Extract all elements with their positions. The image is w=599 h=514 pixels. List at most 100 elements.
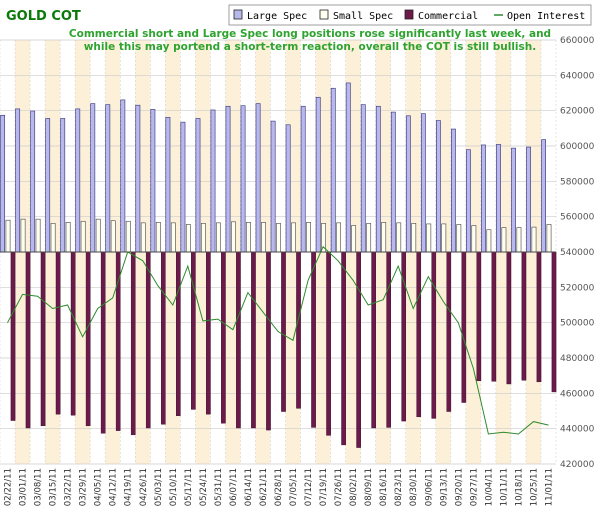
small-spec-bar [20, 218, 26, 253]
x-tick-label: 07/26/11 [334, 468, 344, 506]
x-tick-label: 08/30/11 [409, 468, 419, 506]
commercial-bar [506, 251, 512, 385]
large-spec-bar [315, 96, 321, 253]
small-spec-bar [336, 222, 342, 253]
large-spec-bar [390, 111, 396, 253]
right-axis-ticks: 420000 440000 460000 480000 500000 520000 5400… [560, 36, 595, 470]
x-tick-label: 02/22/11 [4, 468, 14, 506]
x-tick-label: 06/07/11 [229, 468, 239, 506]
commercial-bar [341, 251, 346, 446]
y-tick-label: 560000 [560, 213, 595, 223]
large-spec-bar [300, 105, 306, 253]
commercial-bar [160, 251, 166, 425]
x-tick-label: 05/17/11 [184, 468, 194, 506]
large-spec-bar [330, 87, 336, 253]
x-tick-label: 05/10/11 [169, 468, 179, 506]
large-spec-bar [511, 147, 516, 253]
x-tick-label: 10/11/11 [499, 468, 509, 506]
small-spec-bar [200, 223, 206, 253]
large-spec-bar [375, 105, 381, 253]
small-spec-bar [456, 224, 462, 253]
small-spec-bar [50, 223, 56, 253]
x-tick-label: 03/22/11 [64, 468, 74, 506]
large-spec-bar [345, 82, 351, 253]
open-interest-line [7, 245, 549, 435]
y-tick-label: 460000 [560, 389, 595, 399]
commercial-bar [25, 251, 31, 429]
large-spec-bar [30, 110, 36, 253]
legend-label-small-spec: Small Spec [333, 11, 393, 22]
small-spec-bar [231, 221, 236, 253]
large-spec-bar [285, 124, 291, 253]
commercial-bar [70, 251, 76, 416]
x-tick-label: 04/05/11 [94, 468, 104, 506]
x-tick-label: 11/01/11 [544, 468, 554, 506]
large-spec-bar [420, 113, 426, 253]
x-tick-label: 04/26/11 [139, 468, 149, 506]
commercial-bar [311, 251, 316, 428]
small-spec-bar [501, 227, 507, 253]
small-spec-bar [291, 222, 296, 253]
x-tick-label: 08/16/11 [379, 468, 389, 506]
x-tick-label: 06/28/11 [274, 468, 284, 506]
large-spec-bar [90, 103, 96, 253]
commercial-bar [416, 251, 422, 418]
commercial-bar [130, 251, 136, 436]
small-spec-bar [155, 222, 161, 253]
legend-swatch-large-spec [233, 9, 243, 20]
small-spec-bar [95, 218, 101, 253]
small-spec-bar [261, 222, 266, 253]
large-spec-bar [405, 115, 411, 253]
commercial-bar [251, 251, 256, 429]
annotation-line-1: Commercial short and Large Spec long pos… [69, 28, 551, 40]
y-tick-label: 640000 [560, 71, 595, 81]
large-spec-bar [180, 121, 186, 253]
commercial-bar [296, 251, 301, 409]
legend-swatch-commercial [404, 9, 414, 20]
commercial-bar [40, 251, 46, 427]
chart-title: GOLD COT [6, 9, 81, 24]
y-tick-label: 520000 [560, 283, 595, 293]
small-spec-bar [441, 223, 447, 253]
small-spec-bar [546, 224, 552, 253]
large-spec-bar [541, 139, 546, 253]
large-spec-bar [255, 103, 261, 253]
large-spec-bar [0, 114, 6, 253]
small-spec-bar [426, 223, 432, 253]
commercial-bar [461, 251, 467, 403]
large-spec-bar [120, 99, 126, 253]
commercial-bar [236, 251, 241, 429]
x-tick-label: 08/02/11 [349, 468, 359, 506]
y-tick-label: 440000 [560, 425, 595, 435]
large-spec-bar [360, 104, 366, 253]
x-tick-label: 08/23/11 [394, 468, 404, 506]
small-spec-bar [185, 224, 191, 253]
y-tick-label: 500000 [560, 319, 595, 329]
large-spec-bar [270, 120, 276, 253]
y-tick-label: 600000 [560, 142, 595, 152]
large-spec-bar [150, 109, 156, 253]
commercial-bar [176, 251, 181, 416]
large-spec-bar [165, 117, 171, 253]
x-tick-label: 03/01/11 [19, 468, 29, 506]
x-axis-ticks: 02/22/11 03/01/11 03/08/11 03/15/11 03/22/11… [4, 468, 555, 506]
large-spec-bar [240, 105, 246, 253]
y-tick-label: 540000 [560, 248, 595, 258]
commercial-bar [326, 251, 331, 436]
small-spec-bar [246, 222, 251, 253]
large-spec-bar [45, 118, 51, 253]
x-tick-label: 07/19/11 [319, 468, 329, 506]
commercial-bar [100, 251, 106, 434]
small-spec-bar [276, 223, 281, 253]
small-spec-bar [215, 222, 221, 253]
commercial-bar [281, 251, 286, 412]
commercial-bar [491, 251, 497, 382]
x-tick-label: 03/08/11 [34, 468, 44, 506]
large-spec-bar [210, 109, 216, 253]
x-tick-label: 05/03/11 [154, 468, 164, 506]
small-spec-bar [516, 227, 522, 253]
commercial-bar [266, 251, 271, 431]
y-tick-label: 580000 [560, 177, 595, 187]
x-tick-label: 09/20/11 [454, 468, 464, 506]
commercial-bar [521, 251, 527, 381]
